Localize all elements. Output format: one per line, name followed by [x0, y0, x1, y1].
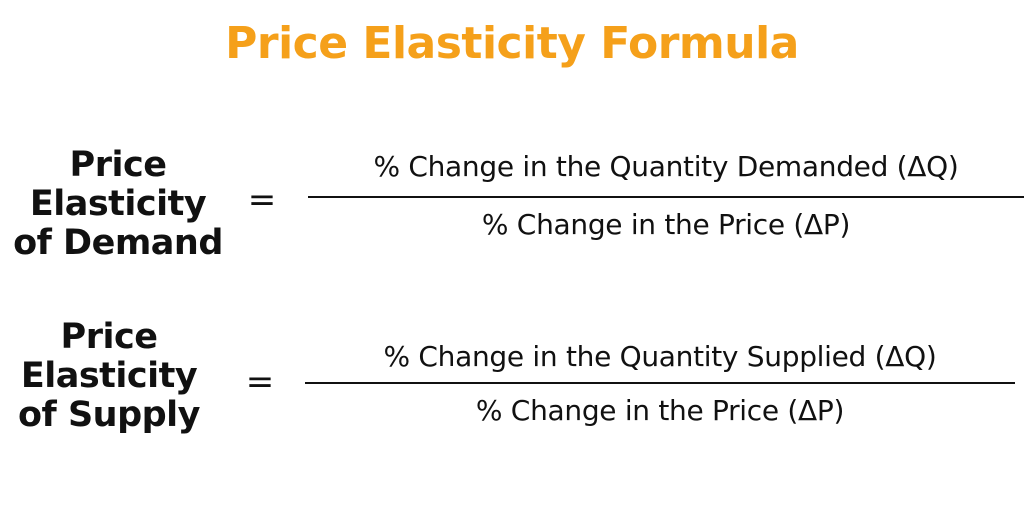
demand-equals-sign: = — [247, 180, 277, 220]
supply-term-line-1: Price — [60, 317, 158, 357]
supply-fraction: % Change in the Quantity Supplied (ΔQ) %… — [305, 336, 1015, 436]
demand-fraction: % Change in the Quantity Demanded (ΔQ) %… — [308, 146, 1024, 246]
page-title: Price Elasticity Formula — [225, 18, 799, 69]
supply-term: Price Elasticity of Supply — [4, 318, 214, 435]
demand-term-line-1: Price — [69, 145, 167, 185]
demand-term-line-2: Elasticity — [29, 184, 207, 224]
demand-term: Price Elasticity of Demand — [4, 146, 232, 263]
supply-term-line-3: of Supply — [17, 395, 201, 435]
demand-term-line-3: of Demand — [13, 223, 223, 263]
supply-fraction-bar — [305, 382, 1015, 384]
supply-equals-sign: = — [245, 362, 275, 402]
supply-numerator: % Change in the Quantity Supplied (ΔQ) — [383, 340, 937, 373]
supply-term-line-2: Elasticity — [20, 356, 198, 396]
demand-denominator: % Change in the Price (ΔP) — [481, 208, 851, 241]
demand-fraction-bar — [308, 196, 1024, 198]
supply-denominator: % Change in the Price (ΔP) — [475, 394, 845, 427]
demand-numerator: % Change in the Quantity Demanded (ΔQ) — [373, 150, 959, 183]
